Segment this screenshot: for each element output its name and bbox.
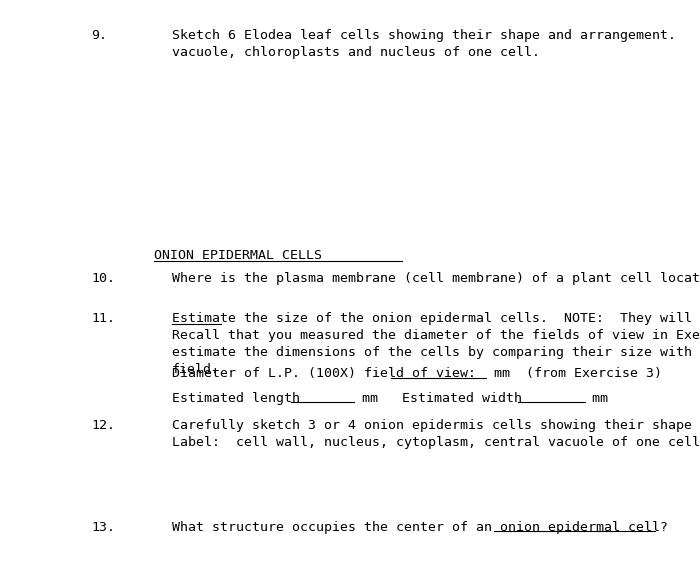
Text: What structure occupies the center of an onion epidermal cell?: What structure occupies the center of an…: [172, 521, 668, 534]
Text: ONION EPIDERMAL CELLS: ONION EPIDERMAL CELLS: [154, 249, 322, 262]
Text: 11.: 11.: [91, 312, 115, 325]
Text: 13.: 13.: [91, 521, 115, 534]
Text: Carefully sketch 3 or 4 onion epidermis cells showing their shape and arrangemen: Carefully sketch 3 or 4 onion epidermis …: [172, 419, 700, 448]
Text: Estimated length: Estimated length: [172, 392, 300, 405]
Text: 9.: 9.: [91, 29, 107, 42]
Text: Diameter of L.P. (100X) field of view:: Diameter of L.P. (100X) field of view:: [172, 367, 475, 380]
Text: mm: mm: [584, 392, 608, 405]
Text: Where is the plasma membrane (cell membrane) of a plant cell located?: Where is the plasma membrane (cell membr…: [172, 272, 700, 285]
Text: Sketch 6 Elodea leaf cells showing their shape and arrangement.   Label cell wal: Sketch 6 Elodea leaf cells showing their…: [172, 29, 700, 58]
Text: 10.: 10.: [91, 272, 115, 285]
Text: mm: mm: [354, 392, 377, 405]
Text: 12.: 12.: [91, 419, 115, 432]
Text: Estimated width: Estimated width: [402, 392, 522, 405]
Text: Estimate the size of the onion epidermal cells.  NOTE:  They will vary in size w: Estimate the size of the onion epidermal…: [172, 312, 700, 376]
Text: mm  (from Exercise 3): mm (from Exercise 3): [486, 367, 662, 380]
